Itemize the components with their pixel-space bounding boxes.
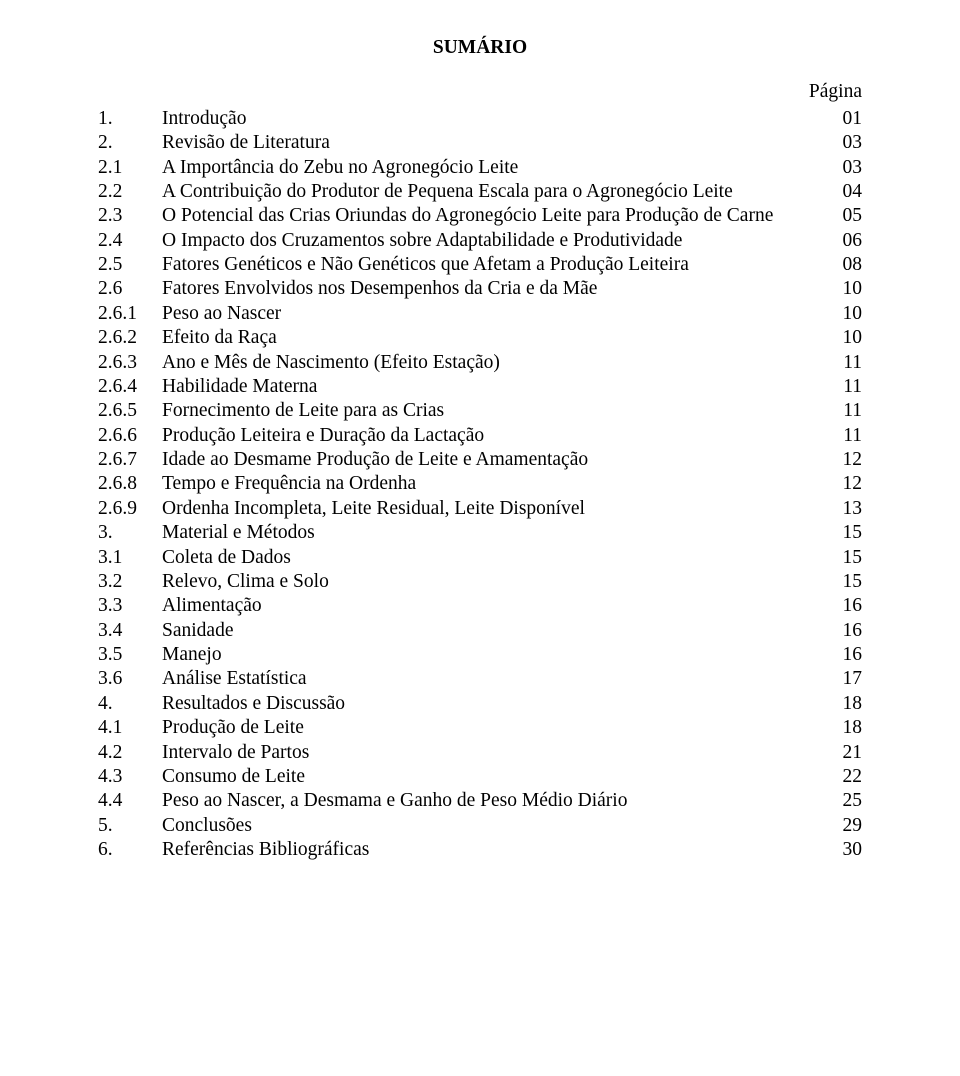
toc-entry-title: Produção Leiteira e Duração da Lactação xyxy=(162,424,812,448)
toc-entry-page: 08 xyxy=(818,253,862,277)
toc-entry-page: 15 xyxy=(818,521,862,545)
toc-entry-title: Manejo xyxy=(162,643,812,667)
toc-entry-number: 2.6.2 xyxy=(98,326,156,350)
toc-entry-title: Habilidade Materna xyxy=(162,375,812,399)
toc-entry-title: O Impacto dos Cruzamentos sobre Adaptabi… xyxy=(162,229,812,253)
toc-entry-title: O Potencial das Crias Oriundas do Agrone… xyxy=(162,204,812,228)
toc-entry-number: 2.6.3 xyxy=(98,351,156,375)
toc-entry-number: 4.2 xyxy=(98,741,156,765)
page-column-label: Página xyxy=(98,80,862,104)
toc-entry-title: Fornecimento de Leite para as Crias xyxy=(162,399,812,423)
toc-entry-number: 3.4 xyxy=(98,619,156,643)
toc-entry-page: 16 xyxy=(818,594,862,618)
toc-entry-page: 10 xyxy=(818,326,862,350)
toc-entry-page: 05 xyxy=(818,204,862,228)
toc-entry-number: 1. xyxy=(98,107,156,131)
toc-entry-title: Material e Métodos xyxy=(162,521,812,545)
toc-entry-number: 3.1 xyxy=(98,546,156,570)
toc-entry-page: 06 xyxy=(818,229,862,253)
toc-entry-page: 25 xyxy=(818,789,862,813)
toc-entry-page: 15 xyxy=(818,570,862,594)
toc-entry-number: 2.1 xyxy=(98,156,156,180)
toc-entry-page: 30 xyxy=(818,838,862,862)
toc-entry-number: 2.6.8 xyxy=(98,472,156,496)
table-of-contents: 1.Introdução01 2.Revisão de Literatura03 2… xyxy=(98,107,862,863)
toc-entry-title: Fatores Envolvidos nos Desempenhos da Cr… xyxy=(162,277,812,301)
toc-entry-title: Efeito da Raça xyxy=(162,326,812,350)
toc-entry-number: 2.2 xyxy=(98,180,156,204)
toc-entry-title: Ano e Mês de Nascimento (Efeito Estação) xyxy=(162,351,812,375)
toc-entry-number: 2.6.6 xyxy=(98,424,156,448)
toc-entry-title: Relevo, Clima e Solo xyxy=(162,570,812,594)
toc-entry-number: 3.6 xyxy=(98,667,156,691)
toc-entry-number: 2.6.9 xyxy=(98,497,156,521)
toc-entry-number: 2.5 xyxy=(98,253,156,277)
toc-entry-page: 10 xyxy=(818,302,862,326)
toc-entry-page: 18 xyxy=(818,692,862,716)
toc-entry-page: 11 xyxy=(818,375,862,399)
toc-entry-number: 2.3 xyxy=(98,204,156,228)
toc-entry-page: 12 xyxy=(818,448,862,472)
toc-entry-number: 3.2 xyxy=(98,570,156,594)
toc-entry-page: 03 xyxy=(818,131,862,155)
document-page: SUMÁRIO Página 1.Introdução01 2.Revisão d… xyxy=(0,0,960,902)
toc-entry-page: 16 xyxy=(818,643,862,667)
toc-entry-title: Conclusões xyxy=(162,814,812,838)
toc-entry-number: 2.6.5 xyxy=(98,399,156,423)
toc-entry-number: 3.3 xyxy=(98,594,156,618)
toc-entry-title: Peso ao Nascer, a Desmama e Ganho de Pes… xyxy=(162,789,812,813)
toc-entry-number: 3.5 xyxy=(98,643,156,667)
toc-entry-number: 2.6.4 xyxy=(98,375,156,399)
toc-entry-page: 16 xyxy=(818,619,862,643)
toc-entry-number: 2.6.1 xyxy=(98,302,156,326)
toc-entry-page: 01 xyxy=(818,107,862,131)
toc-entry-number: 2.4 xyxy=(98,229,156,253)
toc-entry-title: A Contribuição do Produtor de Pequena Es… xyxy=(162,180,812,204)
toc-entry-number: 4. xyxy=(98,692,156,716)
toc-entry-title: Produção de Leite xyxy=(162,716,812,740)
document-title: SUMÁRIO xyxy=(98,36,862,60)
toc-entry-title: Ordenha Incompleta, Leite Residual, Leit… xyxy=(162,497,812,521)
toc-entry-title: Intervalo de Partos xyxy=(162,741,812,765)
toc-entry-title: A Importância do Zebu no Agronegócio Lei… xyxy=(162,156,812,180)
toc-entry-page: 15 xyxy=(818,546,862,570)
toc-entry-title: Análise Estatística xyxy=(162,667,812,691)
toc-entry-number: 2. xyxy=(98,131,156,155)
toc-entry-number: 6. xyxy=(98,838,156,862)
toc-entry-number: 3. xyxy=(98,521,156,545)
toc-entry-page: 11 xyxy=(818,424,862,448)
toc-entry-title: Revisão de Literatura xyxy=(162,131,812,155)
toc-entry-title: Resultados e Discussão xyxy=(162,692,812,716)
toc-entry-page: 17 xyxy=(818,667,862,691)
toc-entry-title: Introdução xyxy=(162,107,812,131)
toc-entry-page: 11 xyxy=(818,399,862,423)
toc-entry-page: 03 xyxy=(818,156,862,180)
toc-entry-page: 04 xyxy=(818,180,862,204)
toc-entry-page: 12 xyxy=(818,472,862,496)
toc-entry-number: 2.6.7 xyxy=(98,448,156,472)
toc-entry-title: Fatores Genéticos e Não Genéticos que Af… xyxy=(162,253,812,277)
toc-entry-page: 11 xyxy=(818,351,862,375)
toc-entry-page: 29 xyxy=(818,814,862,838)
toc-entry-page: 18 xyxy=(818,716,862,740)
toc-entry-title: Sanidade xyxy=(162,619,812,643)
toc-entry-number: 5. xyxy=(98,814,156,838)
toc-entry-page: 21 xyxy=(818,741,862,765)
toc-entry-title: Tempo e Frequência na Ordenha xyxy=(162,472,812,496)
toc-entry-page: 10 xyxy=(818,277,862,301)
toc-entry-page: 13 xyxy=(818,497,862,521)
toc-entry-title: Consumo de Leite xyxy=(162,765,812,789)
toc-entry-number: 4.1 xyxy=(98,716,156,740)
toc-entry-title: Coleta de Dados xyxy=(162,546,812,570)
toc-entry-title: Peso ao Nascer xyxy=(162,302,812,326)
toc-entry-title: Idade ao Desmame Produção de Leite e Ama… xyxy=(162,448,812,472)
toc-entry-number: 4.4 xyxy=(98,789,156,813)
toc-entry-page: 22 xyxy=(818,765,862,789)
toc-entry-title: Alimentação xyxy=(162,594,812,618)
toc-entry-title: Referências Bibliográficas xyxy=(162,838,812,862)
toc-entry-number: 2.6 xyxy=(98,277,156,301)
toc-entry-number: 4.3 xyxy=(98,765,156,789)
